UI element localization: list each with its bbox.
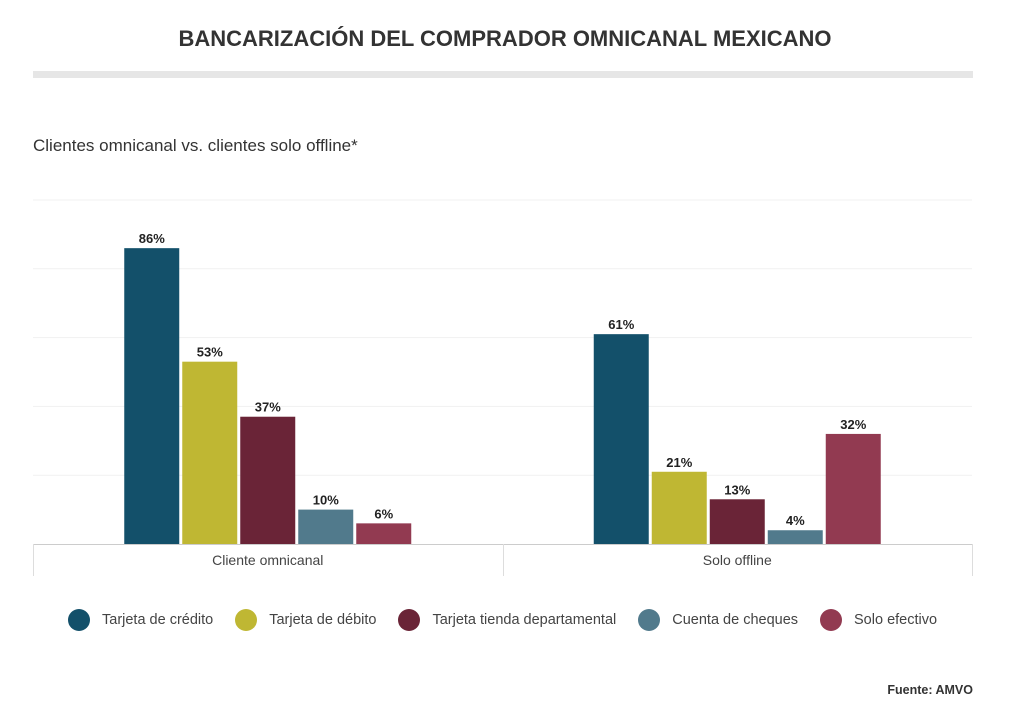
data-label: 21%: [666, 455, 692, 470]
bar-chart: 86% 53% 37% 10% 6% Cliente omnicanal 61% 21% 13%…: [33, 199, 973, 576]
bar: [356, 523, 412, 544]
category-label: Solo offline: [703, 552, 772, 568]
chart-legend: Tarjeta de crédito Tarjeta de débito Tarje…: [68, 608, 959, 632]
data-label: 13%: [724, 482, 750, 497]
title-divider: [33, 71, 973, 78]
legend-item: Tarjeta tienda departamental: [398, 609, 616, 631]
category-label: Cliente omnicanal: [212, 552, 323, 568]
bar: [825, 433, 881, 544]
legend-swatch: [398, 609, 421, 631]
data-label: 37%: [255, 400, 281, 415]
legend-label: Tarjeta tienda departamental: [432, 612, 617, 628]
data-label: 6%: [374, 506, 393, 521]
bar: [767, 530, 823, 544]
bar: [709, 499, 765, 544]
data-label: 4%: [786, 513, 805, 528]
data-label: 32%: [840, 417, 866, 432]
legend-label: Tarjeta de débito: [269, 612, 377, 628]
legend-label: Tarjeta de crédito: [102, 612, 214, 628]
legend-item: Cuenta de cheques: [638, 609, 798, 631]
bar: [182, 361, 238, 544]
data-label: 10%: [313, 493, 339, 508]
chart-title: BANCARIZACIÓN DEL COMPRADOR OMNICANAL ME…: [178, 26, 832, 51]
data-label: 61%: [608, 317, 634, 332]
legend-swatch: [68, 609, 90, 631]
chart-subtitle: Clientes omnicanal vs. clientes solo off…: [33, 136, 358, 155]
data-label: 53%: [197, 345, 223, 360]
legend-label: Cuenta de cheques: [672, 612, 799, 628]
legend-item: Tarjeta de débito: [235, 609, 376, 631]
legend-swatch: [235, 609, 258, 631]
legend-swatch: [820, 609, 843, 631]
bar: [593, 334, 649, 544]
legend-swatch: [638, 609, 661, 631]
bar: [651, 471, 707, 544]
bar: [124, 248, 180, 544]
bar: [298, 509, 354, 544]
legend-label: Solo efectivo: [854, 612, 938, 628]
bar: [240, 416, 296, 544]
data-label: 86%: [139, 231, 165, 246]
legend-item: Tarjeta de crédito: [68, 609, 213, 631]
legend-item: Solo efectivo: [820, 609, 937, 631]
source-note: Fuente: AMVO: [887, 683, 973, 697]
